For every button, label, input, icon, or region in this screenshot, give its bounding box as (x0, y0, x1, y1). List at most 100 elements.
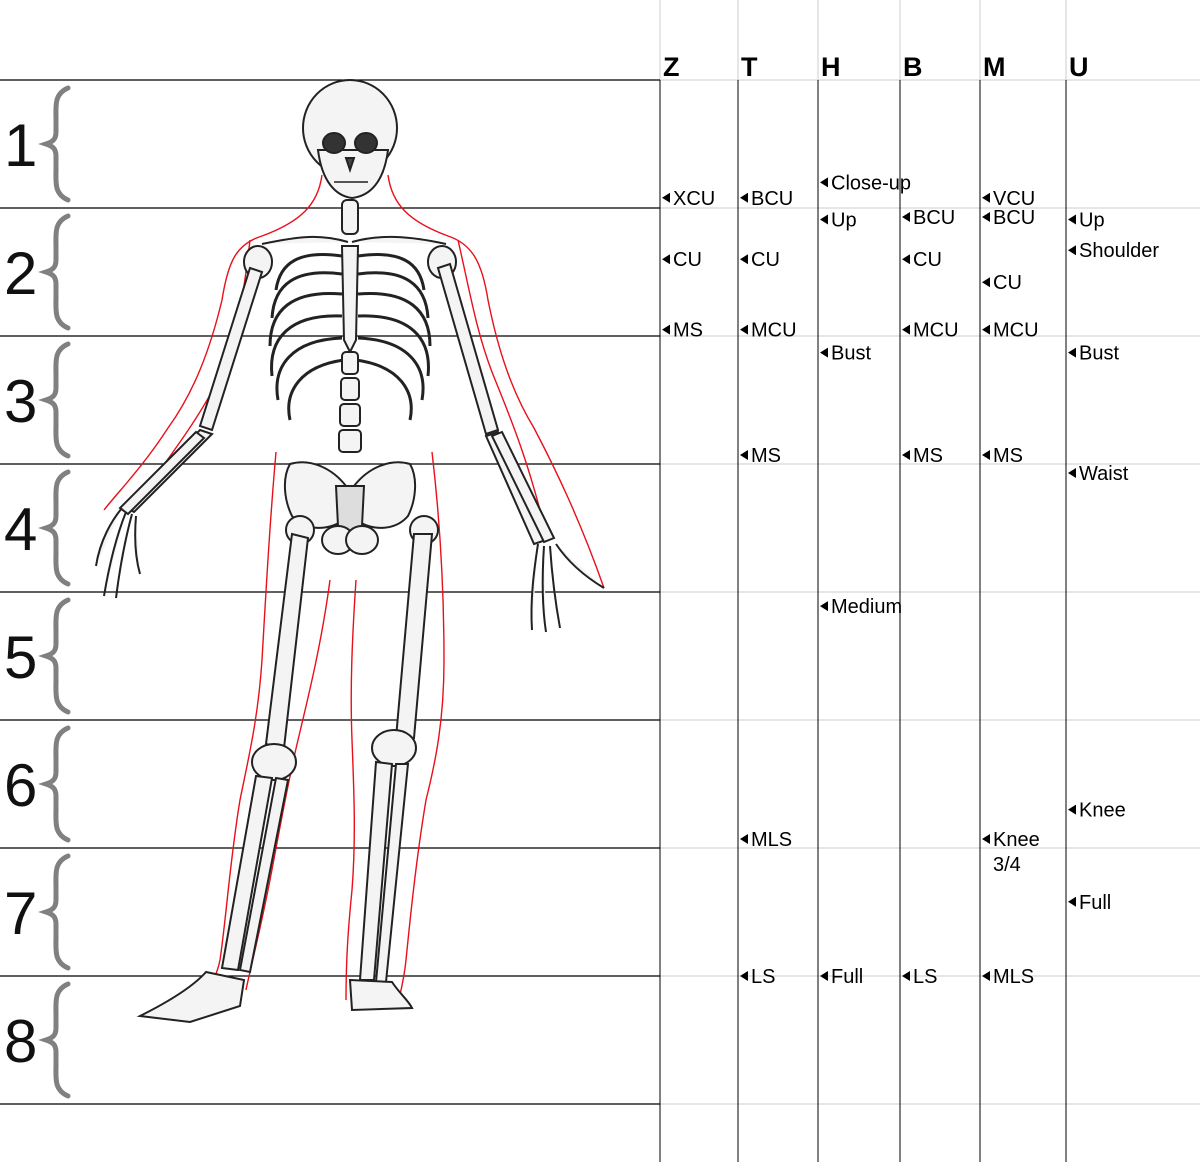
row-number: 6 (4, 752, 37, 819)
shot-marker: CU (662, 249, 702, 271)
shot-marker: Close-up (820, 172, 911, 194)
shot-label: 3/4 (993, 854, 1021, 876)
marker-arrow-icon (902, 971, 910, 981)
marker-arrow-icon (820, 177, 828, 188)
shot-marker: MS (662, 320, 703, 342)
marker-arrow-icon (662, 192, 670, 203)
column-header-z: Z (663, 52, 680, 82)
marker-arrow-icon (982, 211, 990, 222)
shot-marker: LS (902, 966, 937, 988)
shot-marker: Full (1068, 892, 1111, 914)
shot-label: LS (913, 966, 937, 988)
shot-label: MS (913, 445, 943, 467)
shot-label: CU (993, 272, 1022, 294)
skeleton-bones (243, 79, 457, 355)
marker-arrow-icon (662, 324, 670, 335)
column-header-b: B (903, 52, 923, 82)
shot-label: MLS (751, 829, 792, 851)
shot-marker: Medium (820, 596, 902, 618)
row-number: 8 (4, 1008, 37, 1075)
shot-marker: CU (902, 249, 942, 271)
shot-marker: BCU (902, 207, 955, 229)
marker-arrow-icon (740, 834, 748, 845)
marker-arrow-icon (982, 277, 990, 288)
marker-arrow-icon (902, 324, 910, 335)
shot-label: CU (751, 249, 780, 271)
shot-marker: Waist (1068, 463, 1129, 485)
marker-arrow-icon (740, 324, 748, 335)
shot-marker: VCU (982, 188, 1035, 210)
shot-label: MCU (751, 320, 797, 342)
row-brace (38, 853, 71, 971)
shot-label: Medium (831, 596, 902, 618)
skeleton-figure-icon (95, 79, 605, 1024)
marker-arrow-icon (1068, 245, 1076, 256)
shot-marker: CU (740, 249, 780, 271)
shot-marker: Bust (1068, 343, 1119, 365)
row-brace (38, 981, 71, 1099)
marker-arrow-icon (740, 192, 748, 203)
shot-marker: Knee (1068, 800, 1126, 822)
marker-arrow-icon (1068, 467, 1076, 478)
row-number: 1 (4, 112, 37, 179)
shot-label: Close-up (831, 172, 911, 194)
shot-label: Bust (831, 343, 871, 365)
shot-marker: XCU (662, 188, 715, 210)
shot-marker: Shoulder (1068, 240, 1159, 262)
spine-and-limbs (95, 262, 605, 1024)
marker-arrow-icon (982, 192, 990, 203)
shot-label: MCU (913, 320, 959, 342)
marker-arrow-icon (820, 601, 828, 612)
column-header-m: M (983, 52, 1006, 82)
shot-label: XCU (673, 188, 715, 210)
marker-arrow-icon (820, 347, 828, 358)
shot-label: MS (751, 445, 781, 467)
row-labels: 1 2 3 4 5 6 7 8 (4, 85, 71, 1099)
shot-label: Knee (993, 829, 1040, 851)
row-brace (38, 725, 71, 843)
shot-label: BCU (913, 207, 955, 229)
marker-arrow-icon (1068, 347, 1076, 358)
marker-arrow-icon (902, 254, 910, 265)
shot-marker: BCU (740, 188, 793, 210)
shot-marker: Up (1068, 210, 1105, 232)
marker-arrow-icon (740, 450, 748, 461)
shot-marker: MLS (982, 966, 1034, 988)
shot-label: Full (831, 966, 863, 988)
shot-marker: CU (982, 272, 1022, 294)
marker-arrow-icon (740, 971, 748, 981)
marker-arrow-icon (820, 971, 828, 981)
row-number: 3 (4, 368, 37, 435)
shot-marker: Up (820, 210, 857, 232)
shot-label: Up (831, 210, 857, 232)
row-brace (38, 213, 71, 331)
marker-arrow-icon (662, 254, 670, 265)
shot-marker: MS (982, 445, 1023, 467)
shot-label: MLS (993, 966, 1034, 988)
marker-arrow-icon (982, 834, 990, 845)
ribcage (268, 253, 432, 421)
row-number: 7 (4, 880, 37, 947)
column-header-h: H (821, 52, 841, 82)
row-number: 2 (4, 240, 37, 307)
shot-label: CU (673, 249, 702, 271)
marker-arrow-icon (1068, 896, 1076, 907)
shot-marker: MLS (740, 829, 792, 851)
marker-arrow-icon (982, 324, 990, 335)
shot-label: MS (673, 320, 703, 342)
shot-marker: Full (820, 966, 863, 988)
shot-marker: MS (740, 445, 781, 467)
row-number: 5 (4, 624, 37, 691)
shot-marker: BCU (982, 207, 1035, 229)
column-header-t: T (741, 52, 758, 82)
marker-arrow-icon (1068, 804, 1076, 815)
shot-marker: Knee 3/4 (982, 829, 1040, 876)
marker-arrow-icon (820, 214, 828, 225)
body-outline (103, 174, 605, 1015)
shot-marker: LS (740, 966, 775, 988)
shot-marker: MCU (902, 320, 959, 342)
column-lines (659, 80, 1067, 1162)
marker-arrow-icon (740, 254, 748, 265)
